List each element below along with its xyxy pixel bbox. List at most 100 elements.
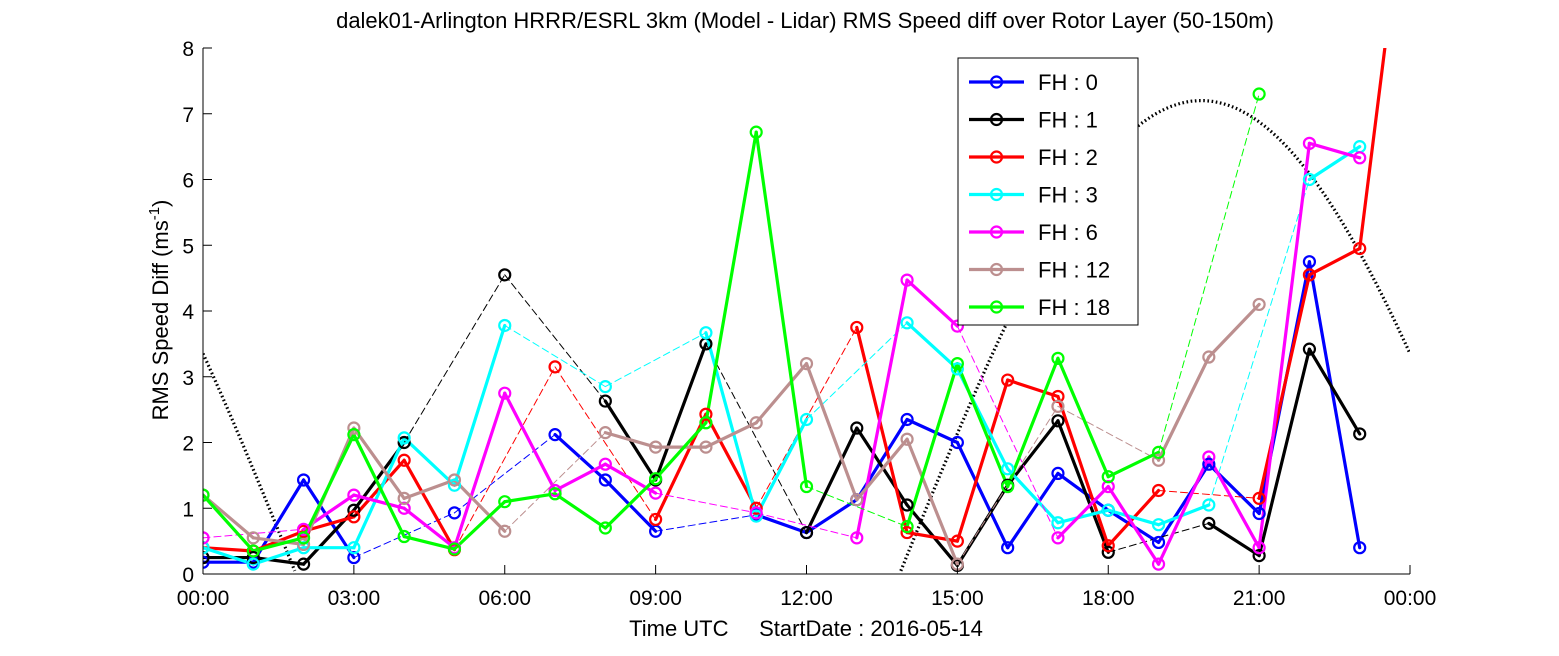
data-point [950,319,964,333]
data-point [598,457,612,471]
data-point [850,531,864,545]
series-4 [203,141,1362,566]
series-segment [1106,508,1161,527]
data-point [749,501,763,515]
series-segment [1156,455,1211,566]
series-segment [704,412,758,510]
data-point [1252,548,1266,563]
series-5 [203,302,1261,566]
legend-label: FH : 6 [1038,220,1098,245]
data-point [1001,462,1015,476]
data-point [548,428,562,442]
data-point [950,435,964,450]
series-segment [203,546,255,553]
series-segment [503,492,557,504]
series-3 [203,145,1362,566]
legend-label: FH : 2 [1038,145,1098,170]
data-point [1101,545,1115,559]
data-point [1151,483,1166,498]
data-point [799,525,814,540]
y-tick-label: 4 [182,301,194,324]
data-point [1302,172,1317,187]
series-gap-segment [504,324,606,388]
legend-entry: FH : 6 [969,220,1098,245]
data-point [1302,342,1317,356]
series-segment [503,391,557,493]
series-gap-segment [203,528,305,539]
series-segment [1307,347,1362,436]
data-point [1101,539,1115,553]
series-segment [1207,302,1261,359]
series-markers-6 [203,87,1266,558]
series-segment [203,493,255,553]
legend-marker [989,187,1004,202]
data-point [1353,241,1367,256]
y-axis-label: RMS Speed Diff (ms-1) [146,200,173,421]
series-segment [251,536,306,547]
data-point [950,534,964,548]
series-gap-segment [453,366,556,551]
series-segment [1106,484,1161,566]
series-segment [1056,471,1110,512]
data-point [1202,457,1216,471]
dotted-reference-curve [203,99,1410,572]
series-gap-segment [655,492,757,514]
data-point [850,493,864,507]
series-segment [704,331,758,518]
data-point [498,318,512,333]
series-segment [1056,394,1110,548]
data-point [1051,399,1065,413]
legend-entry: FH : 3 [969,183,1098,208]
series-segment [301,478,356,560]
data-point [1001,479,1015,494]
series-segment [905,503,959,568]
data-point [749,506,763,520]
legend-marker [989,225,1004,239]
x-tick-label: 03:00 [328,587,381,610]
series-segment [955,362,1010,489]
legend-entry: FH : 18 [969,295,1110,320]
series-segment [855,437,909,502]
series-gap-segment [755,512,858,539]
series-segment [754,362,809,425]
data-point [900,525,914,540]
series-segment [251,536,306,553]
data-point [548,360,562,374]
data-point [598,521,612,535]
series-segment [855,325,909,535]
series-gap-segment [504,274,606,402]
data-point [246,531,260,545]
data-point [1101,479,1115,494]
y-axis-label-close: ) [148,200,173,207]
data-point [749,125,763,139]
data-point [649,440,663,454]
legend-marker [989,112,1004,127]
series-segment [1006,471,1060,550]
x-tick-label: 00:00 [1384,587,1437,610]
data-point [1151,535,1166,550]
data-point [649,472,663,486]
legend: FH : 0 FH : 1 FH : 2 FH : 3 FH : 6 FH : 12 FH … [957,57,1139,326]
series-segment [804,426,859,535]
data-point [1001,373,1015,387]
series-segment [704,130,758,425]
data-point [347,550,361,565]
data-point [900,520,914,534]
series-segment [402,458,457,552]
series-segment [603,431,658,449]
y-tick-label: 1 [182,498,194,521]
data-point [799,412,814,427]
data-point [799,479,814,494]
series-segment [452,500,507,551]
data-point [347,510,361,524]
legend-box [957,57,1139,326]
series-segment [402,506,457,550]
series-segment [1056,484,1110,540]
series-segment [955,378,1010,543]
data-point [1202,350,1216,364]
series-segment [905,321,959,371]
legend-marker [989,300,1004,314]
legend-marker [989,75,1004,89]
legend-label: FH : 1 [1038,108,1098,133]
series-gap-segment [806,322,908,420]
